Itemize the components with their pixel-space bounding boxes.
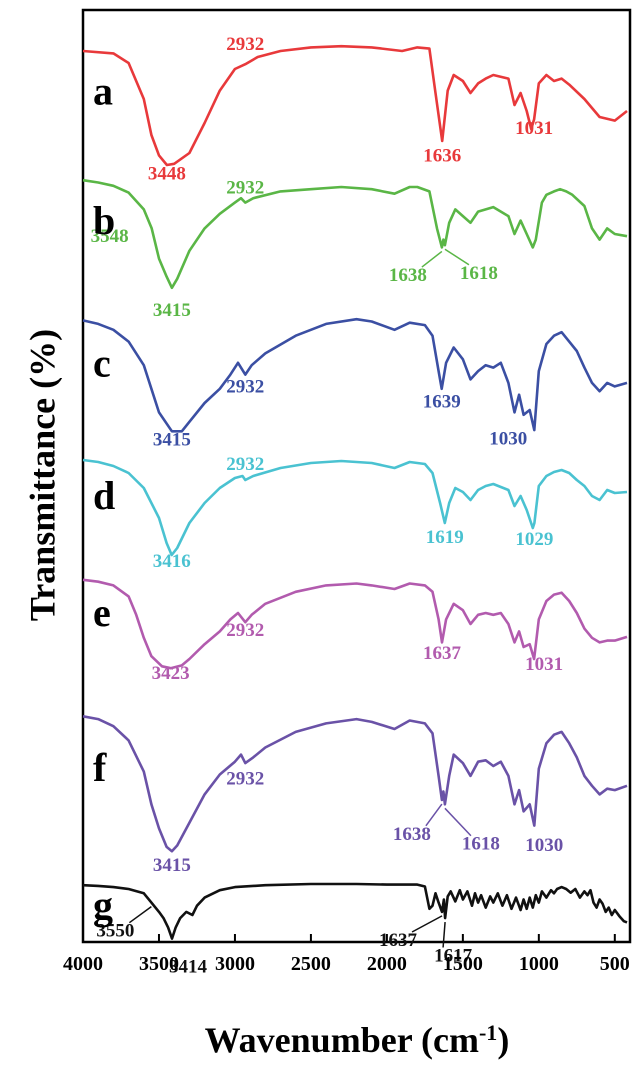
series-letter-b: b	[93, 198, 115, 243]
peak-label-e-2932: 2932	[226, 620, 264, 641]
peak-leader-b-1618	[444, 248, 470, 266]
x-axis-title-main: Wavenumber (cm	[205, 1020, 479, 1060]
peak-leader-g-1617	[442, 922, 446, 948]
x-tick-label-1000: 1000	[519, 953, 559, 975]
peak-label-a-1031: 1031	[515, 118, 553, 139]
series-letter-f: f	[93, 745, 107, 790]
peak-leader-f-1618	[444, 807, 472, 837]
x-tick-label-500: 500	[600, 953, 630, 975]
peak-label-e-3423: 3423	[152, 663, 190, 684]
peak-label-f-3415: 3415	[153, 855, 191, 876]
peak-label-d-2932: 2932	[226, 454, 264, 475]
series-letter-d: d	[93, 473, 115, 518]
peak-label-f-1030: 1030	[525, 835, 563, 856]
spectrum-c	[82, 317, 628, 433]
peak-label-g-1637: 1637	[379, 930, 418, 951]
peak-label-c-2932: 2932	[226, 376, 264, 397]
series-letter-e: e	[93, 590, 111, 635]
peak-label-c-1639: 1639	[423, 392, 461, 413]
peak-label-e-1637: 1637	[423, 643, 462, 664]
x-tick-label-3000: 3000	[215, 953, 255, 975]
y-axis-title: Transmittance (%)	[22, 329, 62, 621]
x-tick-label-3500: 3500	[139, 953, 179, 975]
peak-label-d-1619: 1619	[426, 527, 464, 548]
spectrum-g	[82, 882, 628, 940]
peak-leader-g-1637	[411, 915, 443, 933]
peak-label-d-3416: 3416	[153, 551, 191, 572]
peak-label-f-1638: 1638	[393, 824, 431, 845]
peak-leader-f-1638	[425, 803, 443, 827]
x-axis-title: Wavenumber (cm-1)	[205, 1020, 510, 1060]
peak-label-b-3548: 3548	[91, 226, 129, 247]
peak-label-g-1617: 1617	[434, 946, 473, 967]
x-tick-label-1500: 1500	[443, 953, 483, 975]
series-letter-g: g	[93, 883, 113, 928]
spectrum-e	[82, 578, 628, 670]
peak-label-b-1618: 1618	[460, 263, 498, 284]
peak-label-c-3415: 3415	[153, 429, 191, 450]
series-letter-c: c	[93, 341, 111, 386]
x-tick-label-4000: 4000	[63, 953, 103, 975]
peak-label-b-2932: 2932	[226, 178, 264, 199]
spectra-group	[82, 44, 628, 940]
peak-label-a-3448: 3448	[148, 163, 186, 184]
peak-label-b-1638: 1638	[389, 265, 427, 286]
plot-frame	[81, 8, 632, 944]
x-tick-label-2500: 2500	[291, 953, 331, 975]
x-axis-ticks: 4000 3500 3000 2500 2000 1500 1000 500	[63, 934, 630, 975]
peak-labels-group: 3448 2932 1636 1031 3548 3415 2932 1638 1618 3415…	[91, 34, 564, 978]
spectrum-a	[82, 44, 628, 167]
series-letter-a: a	[93, 69, 113, 114]
x-axis-title-close: )	[497, 1020, 509, 1060]
series-letters-group: a b c d e f g	[93, 69, 115, 929]
x-axis-title-sup: -1	[479, 1020, 497, 1045]
peak-label-d-1029: 1029	[515, 529, 553, 550]
peak-label-g-3550: 3550	[96, 921, 134, 942]
spectrum-f	[82, 715, 628, 853]
x-tick-label-2000: 2000	[367, 953, 407, 975]
peak-leader-g-3550	[128, 905, 152, 924]
peak-label-f-1618: 1618	[462, 834, 500, 855]
spectrum-b	[82, 178, 628, 290]
peak-label-b-3415: 3415	[153, 300, 191, 321]
peak-leader-b-1638	[421, 250, 443, 268]
peak-label-a-1636: 1636	[423, 145, 461, 166]
peak-label-c-1030: 1030	[489, 428, 527, 449]
peak-label-a-2932: 2932	[226, 34, 264, 55]
peak-label-f-2932: 2932	[226, 768, 264, 789]
peak-label-g-3414: 3414	[169, 957, 208, 978]
spectrum-d	[82, 458, 628, 557]
peak-label-e-1031: 1031	[525, 654, 563, 675]
